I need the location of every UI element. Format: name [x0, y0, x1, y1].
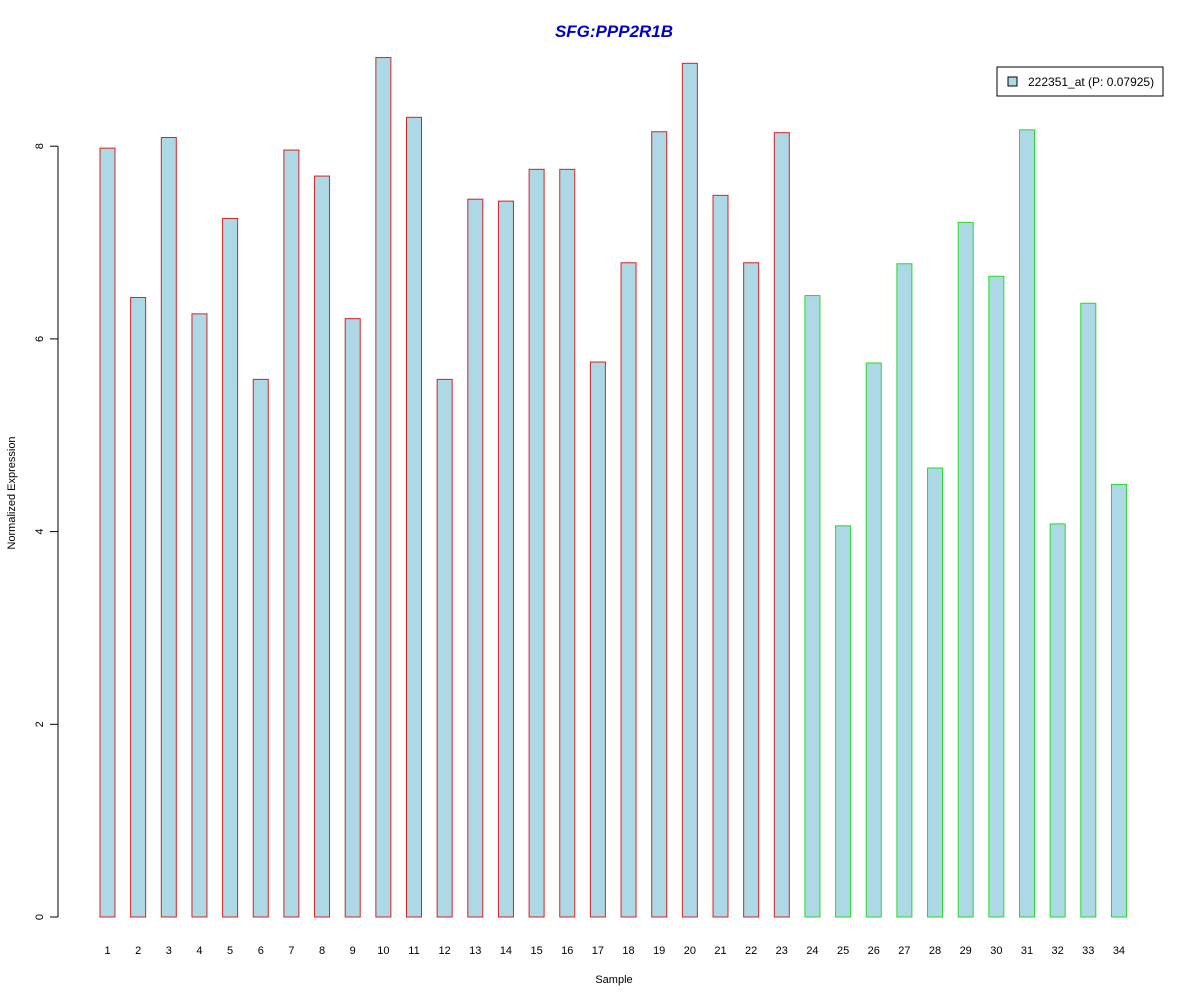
bar-3	[160, 137, 177, 918]
x-axis-label: Sample	[595, 974, 632, 986]
legend: 222351_at (P: 0.07925)	[996, 66, 1164, 97]
x-tick-label: 27	[898, 945, 910, 957]
x-tick-label: 22	[745, 945, 757, 957]
x-tick-label: 18	[622, 945, 634, 957]
y-tick-label: 2	[34, 721, 46, 727]
bar-20	[681, 62, 698, 918]
x-tick-label: 9	[350, 945, 356, 957]
x-tick-label: 30	[990, 945, 1002, 957]
bar-10	[375, 57, 392, 918]
bar-17	[589, 361, 606, 918]
bar-12	[436, 378, 453, 918]
bar-23	[773, 132, 790, 918]
x-tick-label: 29	[960, 945, 972, 957]
bar-5	[222, 217, 239, 918]
x-tick-label: 34	[1113, 945, 1125, 957]
bar-30	[988, 275, 1005, 918]
x-tick-label: 33	[1082, 945, 1094, 957]
bar-22	[743, 262, 760, 918]
bars-group	[99, 57, 1127, 918]
x-tick-label: 14	[500, 945, 512, 957]
bar-29	[957, 221, 974, 918]
y-tick-label: 6	[34, 336, 46, 342]
bar-26	[865, 362, 882, 918]
bar-28	[927, 467, 944, 918]
x-tick-label: 16	[561, 945, 573, 957]
bar-18	[620, 262, 637, 918]
bar-6	[252, 378, 269, 918]
x-tick-label: 11	[408, 945, 419, 957]
x-tick-label: 12	[439, 945, 451, 957]
bar-9	[344, 318, 361, 918]
bar-4	[191, 313, 208, 918]
x-tick-label: 3	[166, 945, 172, 957]
x-tick-label: 2	[135, 945, 141, 957]
x-tick-labels: 1 2 3 4 5 6 7 8 9 10 11 12 13 14 15 16 17 18 19 20 21 22 23 24 2…	[104, 945, 1125, 957]
x-tick-label: 23	[776, 945, 788, 957]
bar-2	[130, 296, 147, 918]
bar-13	[467, 198, 484, 918]
x-tick-label: 13	[469, 945, 481, 957]
x-tick-label: 17	[592, 945, 604, 957]
bar-34	[1110, 483, 1127, 918]
bar-31	[1019, 129, 1035, 918]
x-tick-label: 26	[868, 945, 880, 957]
bar-11	[406, 116, 422, 918]
bar-25	[835, 525, 852, 918]
y-tick-label: 8	[34, 143, 46, 149]
x-tick-label: 31	[1021, 945, 1033, 957]
x-tick-label: 10	[377, 945, 389, 957]
x-tick-label: 6	[258, 945, 264, 957]
x-tick-label: 28	[929, 945, 941, 957]
x-tick-label: 20	[684, 945, 696, 957]
legend-entry: 222351_at (P: 0.07925)	[1028, 75, 1154, 89]
bar-19	[651, 131, 668, 918]
bar-33	[1080, 302, 1097, 918]
bar-14	[497, 200, 514, 918]
bar-27	[896, 263, 913, 918]
x-tick-label: 5	[227, 945, 233, 957]
x-tick-label: 21	[714, 945, 726, 957]
x-tick-label: 24	[806, 945, 818, 957]
y-axis: 0 2 4 6 8	[34, 143, 59, 920]
y-tick-label: 4	[34, 529, 46, 535]
x-tick-label: 15	[530, 945, 542, 957]
bar-24	[804, 295, 821, 918]
x-tick-label: 4	[196, 945, 202, 957]
bar-16	[559, 168, 576, 918]
y-tick-label: 0	[34, 914, 46, 920]
x-tick-label: 25	[837, 945, 849, 957]
bar-15	[528, 168, 545, 918]
bar-1	[99, 147, 116, 918]
x-tick-label: 19	[653, 945, 665, 957]
x-tick-label: 7	[288, 945, 294, 957]
bar-8	[314, 175, 331, 918]
bar-7	[283, 149, 300, 918]
x-tick-label: 1	[104, 945, 110, 957]
y-axis-label: Normalized Expression	[6, 436, 18, 549]
legend-swatch	[1007, 76, 1018, 87]
legend-box	[996, 66, 1164, 97]
x-tick-label: 32	[1052, 945, 1064, 957]
bar-32	[1049, 523, 1066, 918]
chart-title: SFG:PPP2R1B	[555, 22, 673, 41]
bar-21	[712, 194, 729, 918]
x-tick-label: 8	[319, 945, 325, 957]
